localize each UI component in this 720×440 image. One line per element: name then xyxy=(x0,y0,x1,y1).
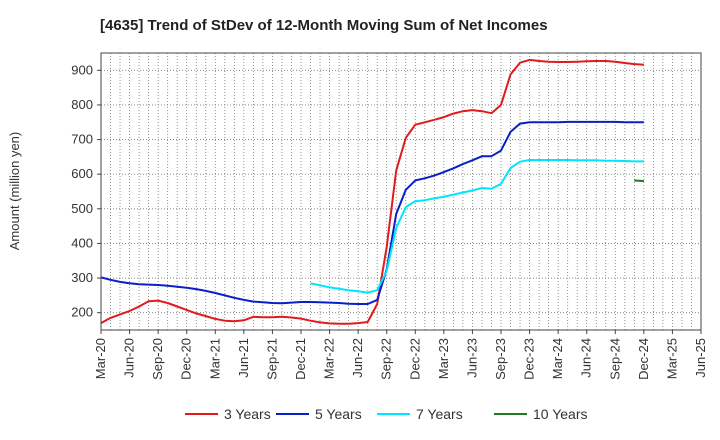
series-line-7-years xyxy=(310,159,644,294)
legend-label: 3 Years xyxy=(224,406,271,422)
legend: 3 Years 5 Years 7 Years 10 Years xyxy=(185,406,588,422)
series-line-3-years xyxy=(100,58,644,325)
x-tick-label: Jun-24 xyxy=(579,338,594,378)
x-tick-label: Sep-20 xyxy=(150,338,165,380)
y-tick-label: 700 xyxy=(71,132,93,147)
y-axis-ticks: 200 300 400 500 600 700 800 900 xyxy=(71,62,101,320)
series-lines xyxy=(100,58,644,325)
y-tick-label: 200 xyxy=(71,305,93,320)
x-tick-label: Dec-20 xyxy=(179,338,194,380)
x-tick-label: Jun-23 xyxy=(464,338,479,378)
y-tick-label: 400 xyxy=(71,235,93,250)
x-tick-label: Sep-21 xyxy=(264,338,279,380)
chart-title: [4635] Trend of StDev of 12-Month Moving… xyxy=(100,17,548,34)
x-tick-label: Jun-25 xyxy=(693,338,708,378)
x-axis-ticks: Mar-20 Jun-20 Sep-20 Dec-20 Mar-21 Jun-21 Sep-… xyxy=(93,330,708,380)
legend-label: 10 Years xyxy=(533,406,588,422)
x-tick-label: Dec-23 xyxy=(522,338,537,380)
x-tick-label: Mar-20 xyxy=(93,338,108,379)
y-tick-label: 600 xyxy=(71,166,93,181)
x-tick-label: Dec-24 xyxy=(636,338,651,380)
x-tick-label: Jun-20 xyxy=(122,338,137,378)
legend-label: 5 Years xyxy=(315,406,362,422)
y-tick-label: 300 xyxy=(71,270,93,285)
x-tick-label: Mar-21 xyxy=(207,338,222,379)
plot-frame xyxy=(100,52,702,331)
y-tick-label: 500 xyxy=(71,201,93,216)
x-tick-label: Dec-21 xyxy=(293,338,308,380)
series-line-10-years xyxy=(634,179,644,183)
x-tick-label: Jun-21 xyxy=(236,338,251,378)
x-tick-label: Jun-22 xyxy=(350,338,365,378)
x-tick-label: Sep-23 xyxy=(493,338,508,380)
x-tick-label: Mar-24 xyxy=(550,338,565,379)
series-line-5-years xyxy=(100,120,644,305)
y-tick-label: 800 xyxy=(71,97,93,112)
x-tick-label: Mar-22 xyxy=(322,338,337,379)
x-tick-label: Sep-24 xyxy=(607,338,622,380)
y-tick-label: 900 xyxy=(71,62,93,77)
x-tick-label: Dec-22 xyxy=(407,338,422,380)
x-tick-label: Mar-23 xyxy=(436,338,451,379)
legend-label: 7 Years xyxy=(416,406,463,422)
y-axis-label: Amount (million yen) xyxy=(7,132,22,251)
x-tick-label: Sep-22 xyxy=(379,338,394,380)
x-tick-label: Mar-25 xyxy=(664,338,679,379)
